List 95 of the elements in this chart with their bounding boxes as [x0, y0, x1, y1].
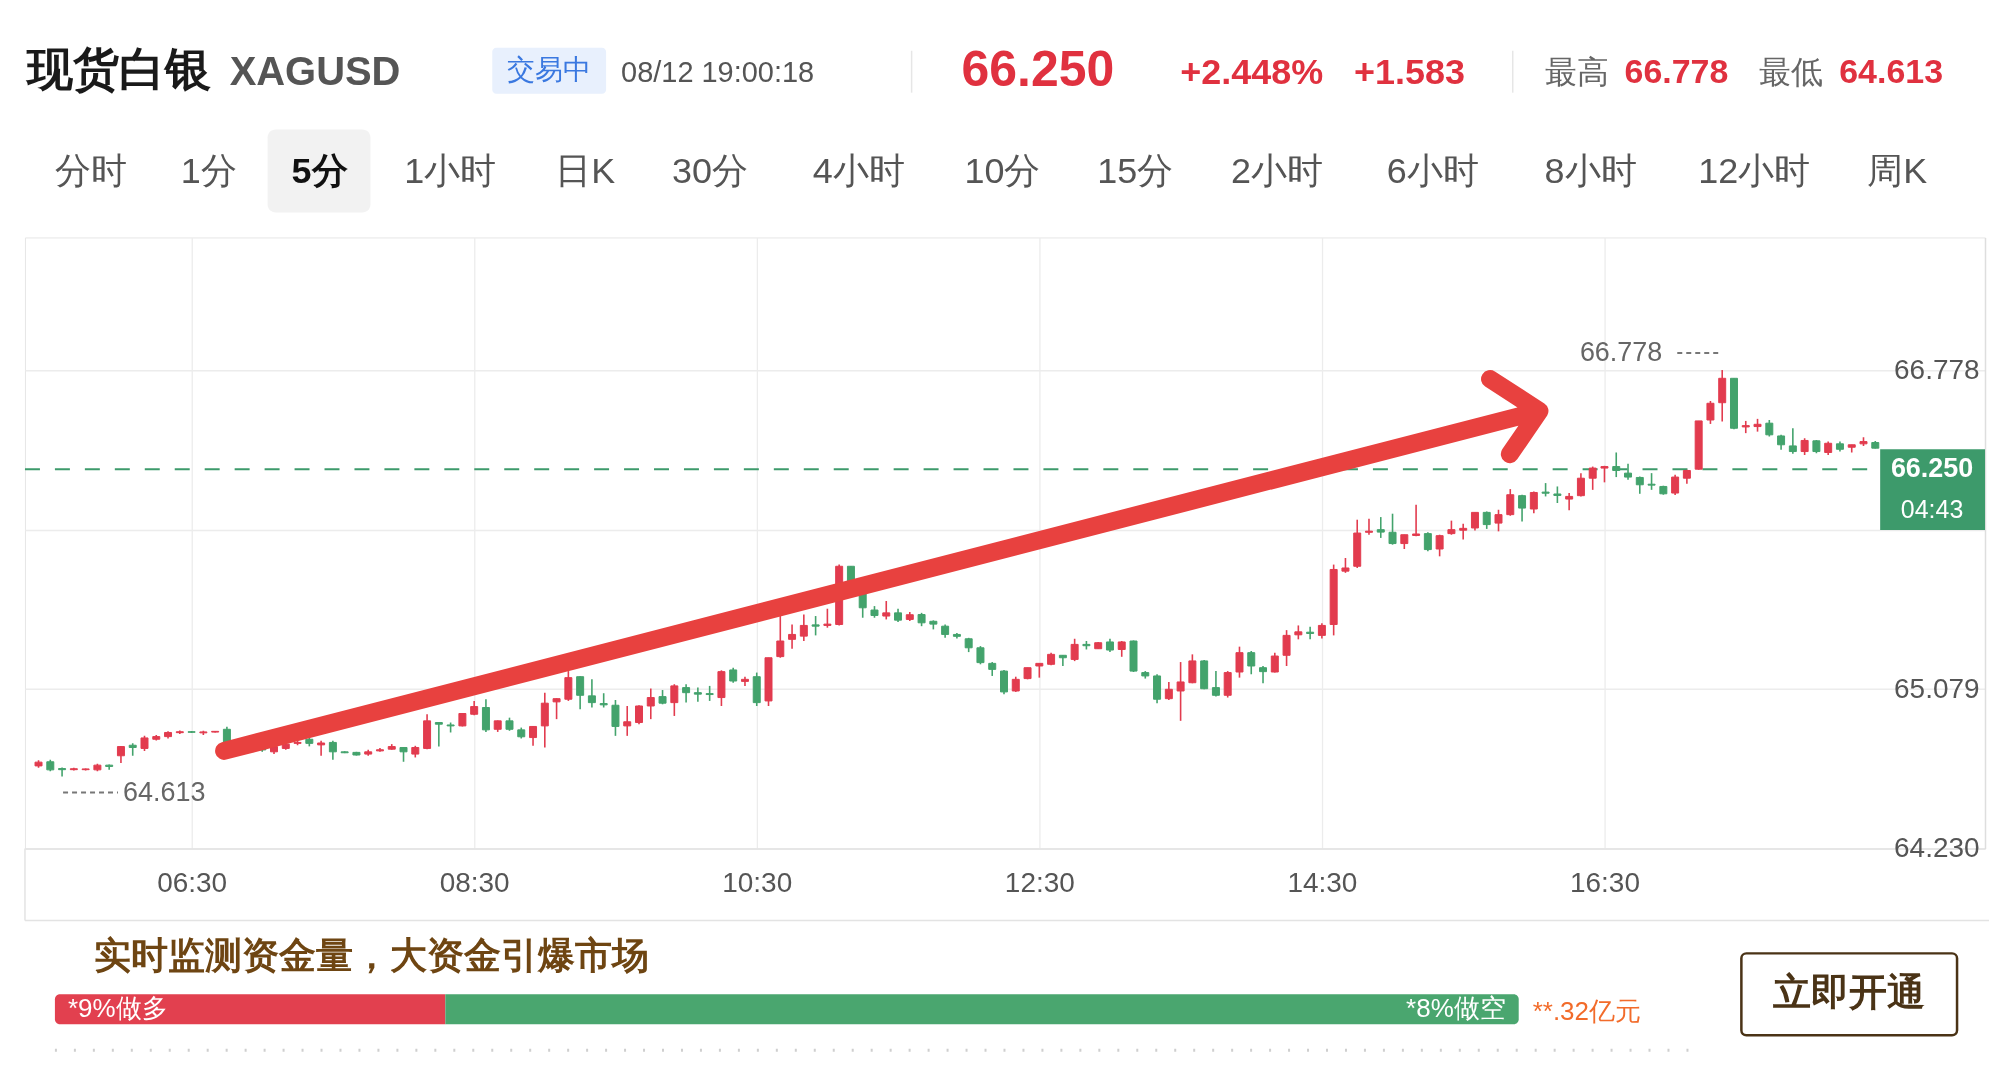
- candlestick: [1423, 531, 1432, 553]
- candlestick: [1412, 503, 1421, 538]
- text: +1.583: [1353, 50, 1465, 92]
- annotation: 04:43: [1900, 495, 1964, 524]
- candlestick: [1364, 517, 1373, 536]
- candlestick: [1223, 670, 1232, 699]
- x-tick-label: 12:30: [1004, 866, 1075, 898]
- candlestick: [693, 686, 702, 703]
- candlestick: [670, 683, 679, 717]
- candlestick: [1235, 645, 1244, 679]
- candlestick: [623, 705, 632, 737]
- candlestick: [1376, 516, 1385, 539]
- candlestick: [552, 697, 561, 720]
- x-tick-label: 10:30: [722, 866, 793, 898]
- candlestick: [1164, 681, 1173, 701]
- x-tick-label: 06:30: [157, 866, 228, 898]
- annotation: 64.613: [122, 776, 206, 807]
- text: 日K: [555, 149, 616, 191]
- ref-line-label: 66.250: [1890, 453, 1974, 484]
- candlestick: [1788, 427, 1797, 455]
- candlestick: [635, 704, 643, 726]
- text: 12小时: [1698, 149, 1811, 191]
- annotation: 66.778: [1579, 337, 1663, 368]
- x-tick-label: 08:30: [439, 866, 510, 898]
- candlestick: [1506, 488, 1515, 517]
- candlestick: [1388, 512, 1397, 546]
- text: 最高: [1544, 53, 1609, 90]
- candlestick: [1247, 650, 1256, 676]
- text: 1小时: [404, 149, 497, 191]
- text: 10分: [964, 149, 1041, 191]
- candlestick: [1211, 670, 1220, 698]
- candlestick: [799, 613, 808, 642]
- candlestick: [1000, 669, 1008, 695]
- text: *9%做多: [67, 993, 168, 1024]
- text: 15分: [1097, 149, 1174, 191]
- candlestick: [882, 600, 891, 621]
- text: 最低: [1759, 53, 1824, 90]
- text: 2小时: [1231, 149, 1324, 191]
- candlestick: [1494, 508, 1503, 533]
- candlestick: [317, 739, 326, 757]
- candlestick: [1070, 637, 1079, 662]
- x-tick-label: 16:30: [1570, 866, 1640, 898]
- text: 实时监测资金量，大资金引爆市场: [93, 935, 649, 977]
- text: **.32亿元: [1532, 996, 1641, 1027]
- y-tick-label: 64.230: [1894, 832, 1980, 864]
- text: 4小时: [812, 149, 905, 191]
- candlestick: [328, 739, 337, 761]
- candlestick: [823, 607, 832, 629]
- candlestick: [1518, 493, 1527, 523]
- text: 分时: [54, 149, 127, 191]
- candlestick: [1176, 661, 1185, 722]
- text: 1分: [180, 149, 237, 191]
- candlestick: [540, 691, 549, 749]
- text: 08/12 19:00:18: [621, 55, 815, 88]
- candlestick: [434, 721, 443, 748]
- candlestick: [576, 675, 585, 710]
- candlestick: [976, 645, 985, 666]
- candlestick: [1188, 653, 1197, 685]
- candlestick: [788, 623, 797, 650]
- candlestick: [811, 615, 820, 637]
- text: +2.448%: [1180, 50, 1324, 92]
- candlestick: [1671, 474, 1680, 496]
- chart-subtitle: XAGUSD: [229, 48, 401, 93]
- chart-title: 现货白银: [24, 42, 211, 95]
- text: 8小时: [1544, 149, 1637, 191]
- candlestick: [481, 698, 490, 733]
- text: 66.250: [961, 40, 1115, 97]
- candlestick: [1565, 492, 1574, 512]
- candlestick: [646, 687, 655, 720]
- candlestick: [128, 742, 137, 757]
- text: 交易中: [507, 53, 592, 85]
- y-tick-label: 66.778: [1894, 353, 1980, 385]
- text: 5分: [291, 149, 348, 191]
- candlestick: [1270, 651, 1279, 674]
- candlestick: [1470, 511, 1479, 532]
- text: *8%做空: [1406, 993, 1506, 1024]
- text: 30分: [671, 149, 748, 191]
- candlestick: [1153, 673, 1162, 704]
- candlestick: [611, 699, 620, 737]
- candlestick: [1282, 629, 1291, 667]
- candlestick: [58, 766, 67, 778]
- candlestick: [564, 670, 573, 702]
- candlestick: [1459, 522, 1468, 541]
- candlestick: [1741, 420, 1750, 434]
- x-tick-label: 14:30: [1287, 866, 1358, 898]
- candlestick: [587, 678, 596, 709]
- text: 周K: [1867, 149, 1928, 191]
- text: 66.778: [1624, 51, 1729, 90]
- y-tick-label: 65.079: [1894, 672, 1980, 704]
- candlestick: [1306, 625, 1315, 641]
- candlestick: [682, 683, 691, 704]
- candlestick: [1706, 400, 1715, 425]
- text: 64.613: [1839, 51, 1944, 90]
- text: 6小时: [1386, 149, 1479, 191]
- text: 立即开通: [1773, 971, 1926, 1014]
